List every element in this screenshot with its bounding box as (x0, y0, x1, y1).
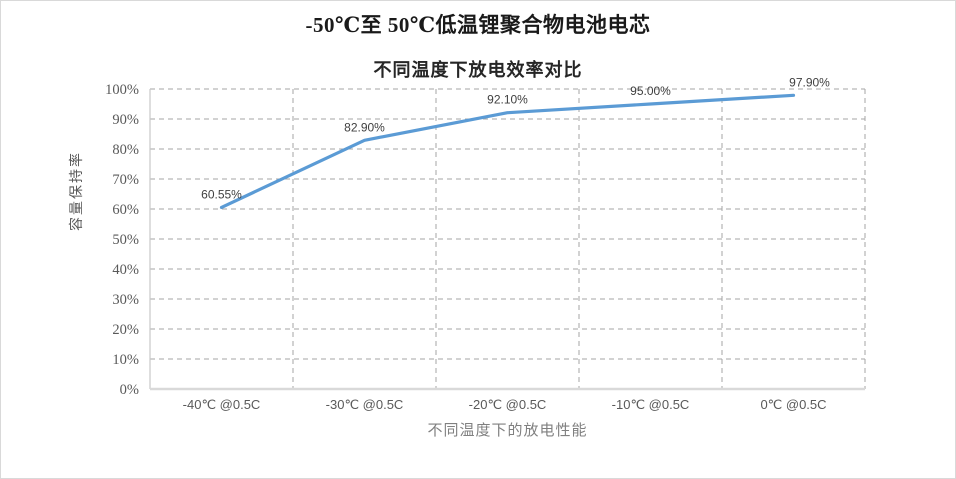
data-point-label: 82.90% (344, 120, 385, 134)
y-tick-label: 90% (112, 112, 139, 128)
x-tick-label: -40℃ @0.5C (183, 397, 261, 412)
data-point-label: 95.00% (630, 84, 671, 98)
data-point-label: 97.90% (789, 75, 830, 89)
y-tick-label: 40% (112, 262, 139, 278)
x-tick-label: -30℃ @0.5C (326, 397, 404, 412)
data-point-label: 60.55% (201, 187, 242, 201)
y-tick-label: 80% (112, 142, 139, 158)
y-tick-label: 0% (120, 382, 139, 398)
y-tick-label: 20% (112, 322, 139, 338)
chart-main-title: -50℃至 50℃低温锂聚合物电池电芯 (305, 13, 651, 37)
y-tick-label: 100% (105, 82, 139, 98)
y-tick-label: 30% (112, 292, 139, 308)
x-tick-label: -20℃ @0.5C (469, 397, 547, 412)
chart-subtitle: 不同温度下放电效率对比 (373, 60, 583, 80)
y-tick-label: 60% (112, 202, 139, 218)
y-tick-label: 50% (112, 232, 139, 248)
y-tick-label: 10% (112, 352, 139, 368)
data-point-label: 92.10% (487, 93, 528, 107)
series-line (219, 93, 796, 209)
x-axis-title: 不同温度下的放电性能 (427, 422, 588, 439)
y-tick-label: 70% (112, 172, 139, 188)
x-tick-label: 0℃ @0.5C (760, 397, 826, 412)
x-tick-label: -10℃ @0.5C (612, 397, 690, 412)
